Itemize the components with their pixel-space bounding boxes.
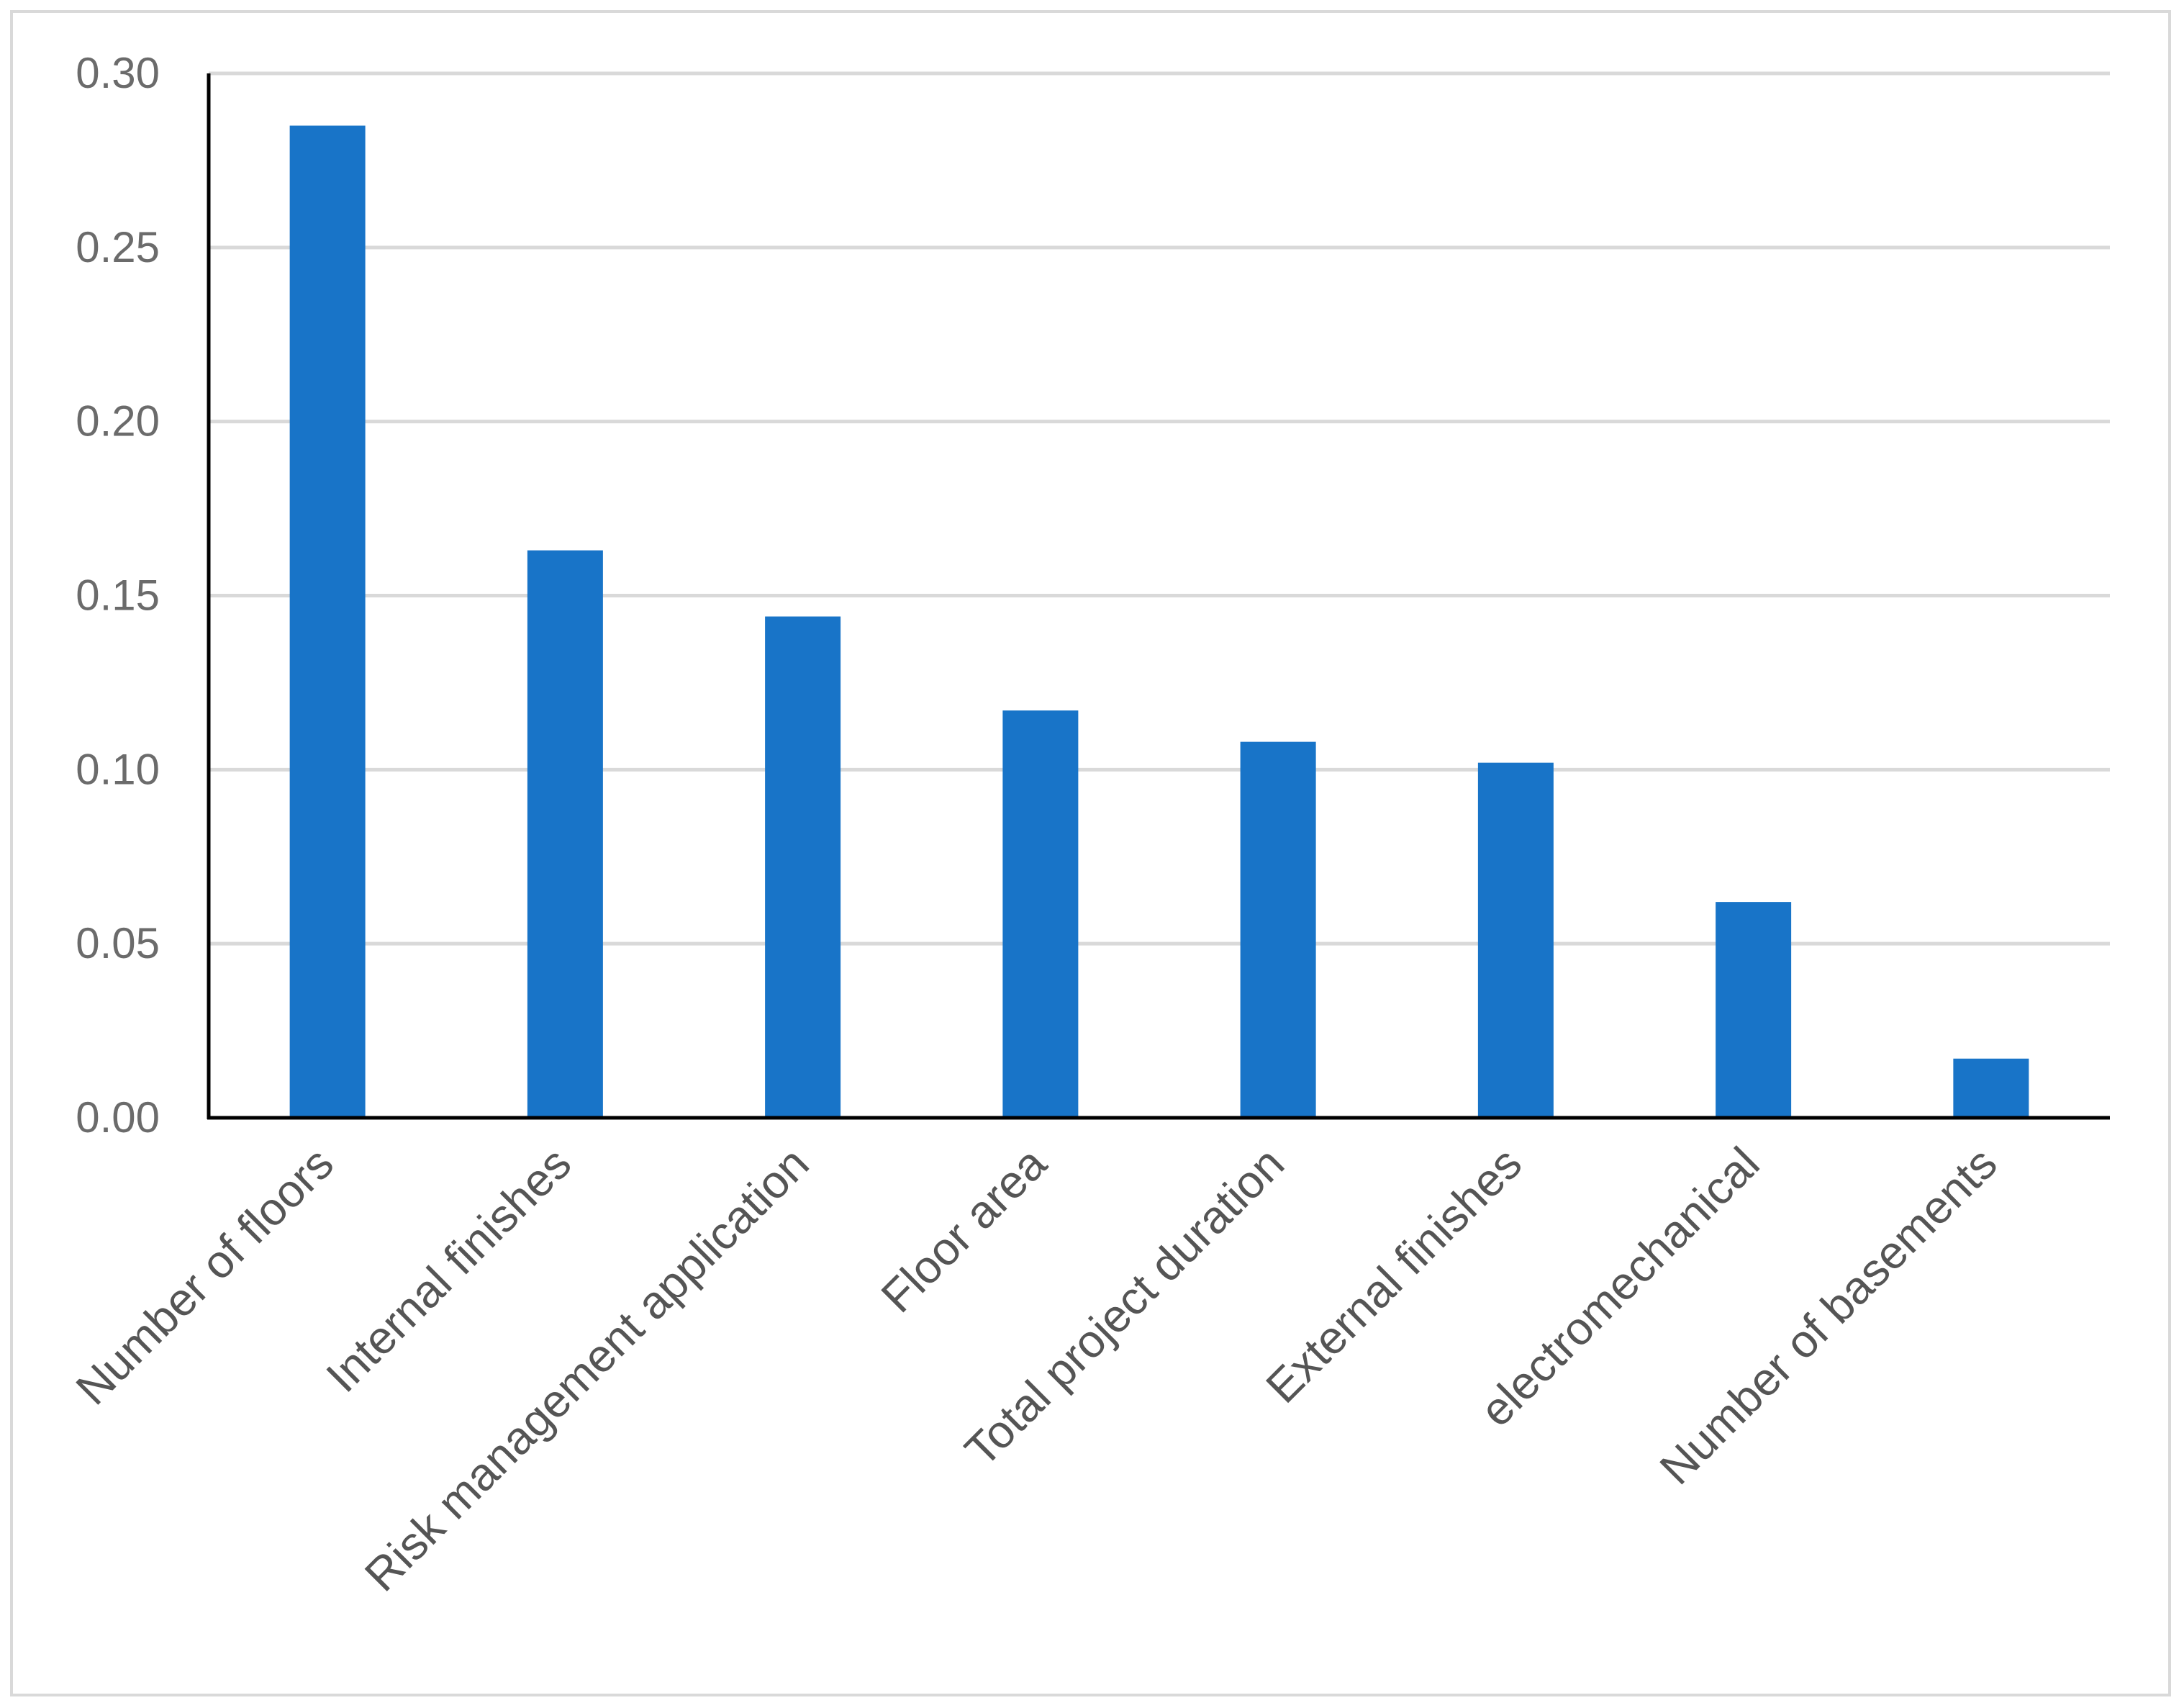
bar-0 [289, 125, 366, 1118]
bar-6 [1716, 902, 1792, 1118]
bar-7 [1953, 1058, 2029, 1118]
chart-frame [10, 10, 2171, 1696]
y-tick-label-2: 0.10 [76, 745, 160, 793]
y-tick-label-4: 0.20 [76, 397, 160, 446]
y-tick-label-6: 0.30 [76, 49, 160, 97]
y-tick-label-3: 0.15 [76, 571, 160, 620]
bar-3 [1002, 710, 1079, 1118]
category-label-2: Risk management application [355, 1137, 819, 1601]
bar-2 [765, 616, 841, 1118]
bar-5 [1477, 762, 1554, 1118]
category-label-3: Floor area [871, 1137, 1056, 1322]
category-label-0: Number of floors [66, 1137, 343, 1414]
bars [289, 125, 2029, 1118]
axes [207, 73, 2110, 1120]
bar-1 [527, 550, 603, 1118]
y-tick-label-1: 0.05 [76, 919, 160, 967]
gridlines [209, 71, 2110, 946]
y-tick-labels: 0.00 0.05 0.10 0.15 0.20 0.25 0.30 [76, 49, 160, 1142]
y-tick-label-0: 0.00 [76, 1093, 160, 1142]
y-tick-label-5: 0.25 [76, 223, 160, 271]
category-label-5: External finishes [1256, 1137, 1531, 1413]
category-label-1: Internal finishes [316, 1137, 581, 1402]
bar-4 [1240, 741, 1316, 1118]
